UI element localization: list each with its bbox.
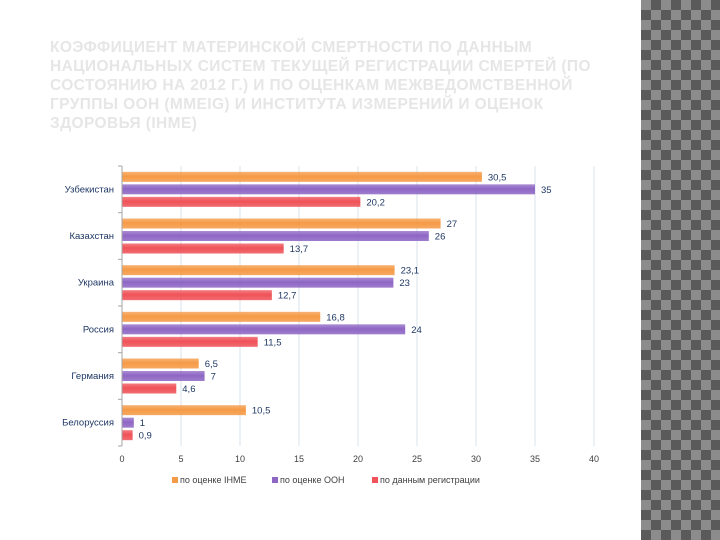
data-label: 1 <box>140 418 145 429</box>
data-label: 23,1 <box>401 266 420 277</box>
data-label: 27 <box>447 219 458 230</box>
x-tick-label: 10 <box>235 454 245 464</box>
x-tick-label: 0 <box>119 454 124 464</box>
bar <box>122 336 258 347</box>
data-label: 6,5 <box>205 359 218 370</box>
legend-swatch <box>172 477 178 483</box>
x-tick-label: 30 <box>471 454 481 464</box>
bar <box>122 218 441 229</box>
legend-swatch <box>272 477 278 483</box>
category-label: Германия <box>71 371 114 382</box>
data-label: 13,7 <box>290 244 309 255</box>
bar <box>122 383 177 394</box>
legend-swatch <box>372 477 378 483</box>
x-tick-label: 20 <box>353 454 363 464</box>
legend-label: по оценке ООН <box>280 475 344 485</box>
bar <box>122 417 134 428</box>
x-tick-label: 5 <box>178 454 183 464</box>
data-label: 30,5 <box>488 172 507 183</box>
bars <box>122 171 535 441</box>
bar <box>122 231 429 241</box>
data-label: 20,2 <box>366 197 385 208</box>
gridlines <box>180 166 595 446</box>
data-label: 23 <box>399 278 410 289</box>
data-label: 7 <box>211 372 216 383</box>
data-label: 26 <box>435 232 446 243</box>
category-label: Казахстан <box>69 231 114 242</box>
category-label: Белоруссия <box>62 418 114 429</box>
bar <box>122 358 199 369</box>
data-label: 35 <box>541 185 552 196</box>
bar <box>122 196 361 207</box>
legend-label: по данным регистрации <box>380 475 480 485</box>
x-tick-label: 25 <box>412 454 422 464</box>
data-label: 10,5 <box>252 406 271 417</box>
data-label: 0,9 <box>139 431 152 442</box>
bar <box>122 290 272 301</box>
category-label: Россия <box>83 324 114 335</box>
category-label: Украина <box>78 278 115 289</box>
bar <box>122 311 321 322</box>
bar <box>122 171 482 182</box>
bar <box>122 371 205 381</box>
category-label: Узбекистан <box>65 184 114 195</box>
x-tick-label: 35 <box>530 454 540 464</box>
data-label: 24 <box>411 325 422 336</box>
legend-label: по оценке IHME <box>180 475 246 485</box>
slide-title: Коэффициент материнской смертности по да… <box>50 39 591 132</box>
bar <box>122 184 535 195</box>
data-label: 11,5 <box>264 337 282 348</box>
data-label: 16,8 <box>326 312 345 323</box>
axes: 0 5 10 15 20 25 30 35 40 Узбекистан Казахстан Украи… <box>62 165 599 464</box>
legend: по оценке IHME по оценке ООН по данным рег… <box>172 475 480 485</box>
data-label: 12,7 <box>278 291 297 302</box>
bar <box>122 243 284 254</box>
bar <box>122 430 133 441</box>
bar <box>122 265 395 276</box>
x-tick-label: 40 <box>589 454 599 464</box>
x-tick-label: 15 <box>294 454 304 464</box>
data-label: 4,6 <box>182 384 195 395</box>
bar <box>122 277 394 288</box>
decorative-strip-edge <box>637 0 641 540</box>
decorative-diamond-strip <box>641 0 720 540</box>
bar <box>122 405 246 416</box>
bar <box>122 324 406 335</box>
